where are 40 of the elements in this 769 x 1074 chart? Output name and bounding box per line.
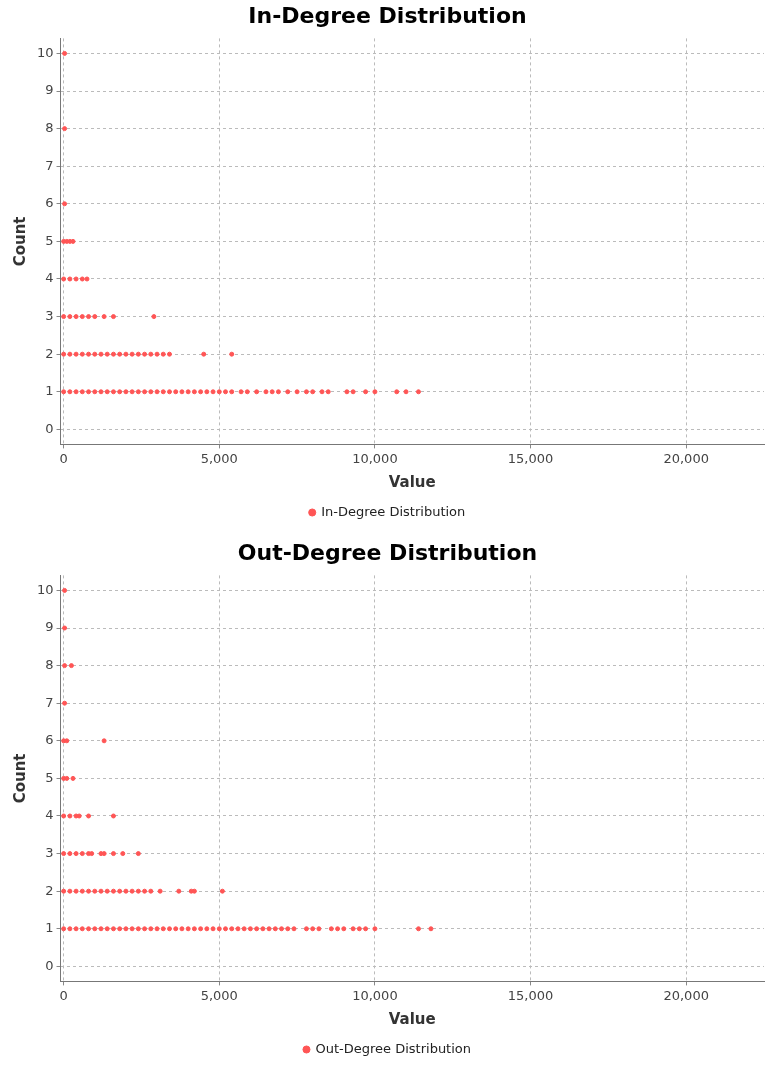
y-tick-label: 4 <box>45 270 54 286</box>
y-tick-label: 3 <box>45 844 54 860</box>
x-tick-label: 0 <box>59 987 68 1003</box>
y-tick-label: 1 <box>45 920 54 936</box>
y-tick-label: 7 <box>45 157 54 173</box>
y-tick-label: 7 <box>45 694 54 710</box>
x-tick-label: 5,000 <box>200 987 238 1003</box>
y-tick-label: 0 <box>45 957 54 973</box>
y-tick-label: 0 <box>45 420 54 436</box>
y-tick-label: 10 <box>37 581 54 597</box>
y-tick-label: 5 <box>45 769 54 785</box>
chart-title: Out-Degree Distribution <box>237 539 538 565</box>
legend-label: In-Degree Distribution <box>321 503 466 519</box>
y-tick-label: 10 <box>37 44 54 60</box>
x-tick-label: 15,000 <box>507 987 554 1003</box>
y-tick-label: 9 <box>45 619 54 635</box>
chart-title: In-Degree Distribution <box>248 2 527 28</box>
y-tick-label: 6 <box>45 195 54 211</box>
x-axis-title: Value <box>388 1009 436 1028</box>
x-tick-label: 15,000 <box>507 450 554 466</box>
y-tick-label: 4 <box>45 807 54 823</box>
y-tick-label: 1 <box>45 383 54 399</box>
y-tick-label: 5 <box>45 232 54 248</box>
x-tick-label: 10,000 <box>352 450 398 466</box>
x-tick-label: 20,000 <box>663 987 709 1003</box>
x-axis-title: Value <box>388 472 436 491</box>
y-tick-label: 2 <box>45 882 54 898</box>
y-tick-label: 8 <box>45 120 54 135</box>
x-tick-label: 0 <box>59 450 68 466</box>
legend-label: Out-Degree Distribution <box>315 1040 472 1056</box>
y-tick-label: 2 <box>45 345 54 361</box>
y-axis-title: Count <box>10 216 29 267</box>
y-axis-title: Count <box>10 753 29 804</box>
y-tick-label: 3 <box>45 307 54 323</box>
y-tick-label: 9 <box>45 82 54 98</box>
x-tick-label: 20,000 <box>663 450 709 466</box>
y-tick-label: 6 <box>45 732 54 748</box>
y-tick-label: 8 <box>45 657 54 672</box>
x-tick-label: 5,000 <box>200 450 238 466</box>
x-tick-label: 10,000 <box>352 987 398 1003</box>
